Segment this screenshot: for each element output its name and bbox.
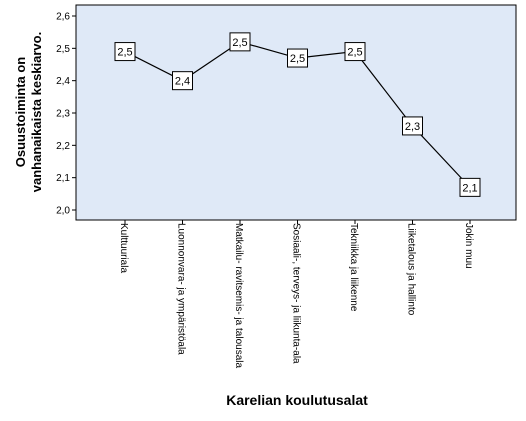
- data-point: 2,5: [229, 32, 251, 52]
- data-label: 2,3: [405, 121, 420, 133]
- x-category-label: Liiketalous ja hallinto: [406, 223, 417, 316]
- data-marker: [172, 71, 193, 91]
- x-category-label: Kulttuuriala: [118, 223, 129, 273]
- plot-area: [75, 4, 517, 221]
- data-point: 2,4: [172, 71, 193, 91]
- data-point: 2,1: [459, 177, 481, 197]
- y-tick-label: 2,0: [56, 206, 70, 217]
- data-marker: [287, 48, 308, 68]
- x-category-label: Matkailu- ravitsemis- ja talousala: [233, 223, 244, 368]
- y-axis-title-line2: vanhanaikaista keskiarvo.: [29, 32, 44, 192]
- data-label: 2,5: [232, 37, 247, 49]
- data-label: 2,4: [175, 76, 190, 88]
- y-axis: 2,0 2,1 2,2 2,3 2,4 2,5 2,6: [56, 12, 76, 217]
- data-label: 2,1: [462, 182, 477, 194]
- data-marker: [114, 42, 136, 62]
- y-tick-label: 2,1: [56, 173, 70, 184]
- data-label: 2,5: [117, 47, 132, 59]
- y-tick-label: 2,3: [56, 109, 70, 120]
- data-markers: 2,5 2,4 2,5 2,5 2,5 2,3 2,1: [114, 32, 481, 197]
- x-category-label: Luonnonvara- ja ympäristöala: [176, 223, 187, 355]
- data-marker: [402, 116, 423, 136]
- y-tick-label: 2,5: [56, 44, 70, 55]
- data-point: 2,5: [114, 42, 136, 62]
- y-axis-title-line1: Osuustoiminta on: [13, 57, 28, 168]
- x-axis-title: Karelian koulutusalat: [226, 392, 368, 408]
- y-tick-label: 2,2: [56, 141, 70, 152]
- data-marker: [459, 177, 481, 197]
- y-tick-label: 2,6: [56, 12, 70, 23]
- data-point: 2,5: [344, 42, 366, 62]
- y-tick-label: 2,4: [56, 76, 70, 87]
- x-axis: Kulttuuriala Luonnonvara- ja ympäristöala…: [118, 220, 474, 368]
- data-marker: [229, 32, 251, 52]
- data-point: 2,5: [287, 48, 308, 68]
- data-label: 2,5: [347, 47, 362, 59]
- x-category-label: Jokin muu: [463, 223, 474, 269]
- data-point: 2,3: [402, 116, 423, 136]
- data-marker: [344, 42, 366, 62]
- x-category-label: Sosiaali-, terveys- ja liikunta-ala: [291, 223, 302, 364]
- data-label: 2,5: [290, 53, 305, 65]
- x-category-label: Tekniikka ja liikenne: [348, 223, 359, 312]
